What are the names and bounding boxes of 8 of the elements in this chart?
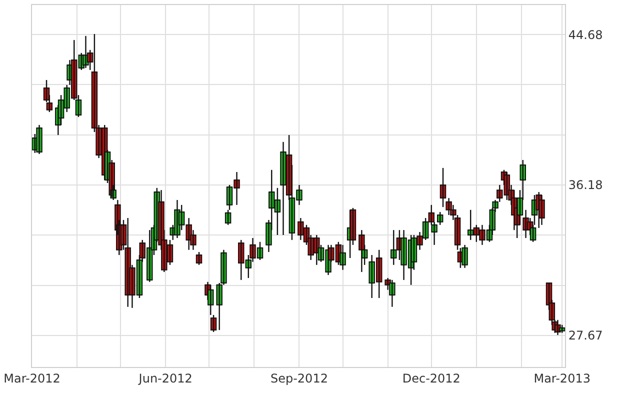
- x-tick-label: Sep-2012: [270, 371, 328, 386]
- y-tick-label: 44.68: [568, 28, 603, 42]
- y-tick-label: 27.67: [568, 328, 603, 343]
- x-tick-label: Dec-2012: [402, 371, 460, 386]
- x-tick-label: Jun-2012: [138, 371, 192, 386]
- x-tick-label: Mar-2013: [534, 371, 590, 386]
- y-tick-label: 36.18: [568, 178, 603, 192]
- x-tick-label: Mar-2012: [4, 371, 60, 386]
